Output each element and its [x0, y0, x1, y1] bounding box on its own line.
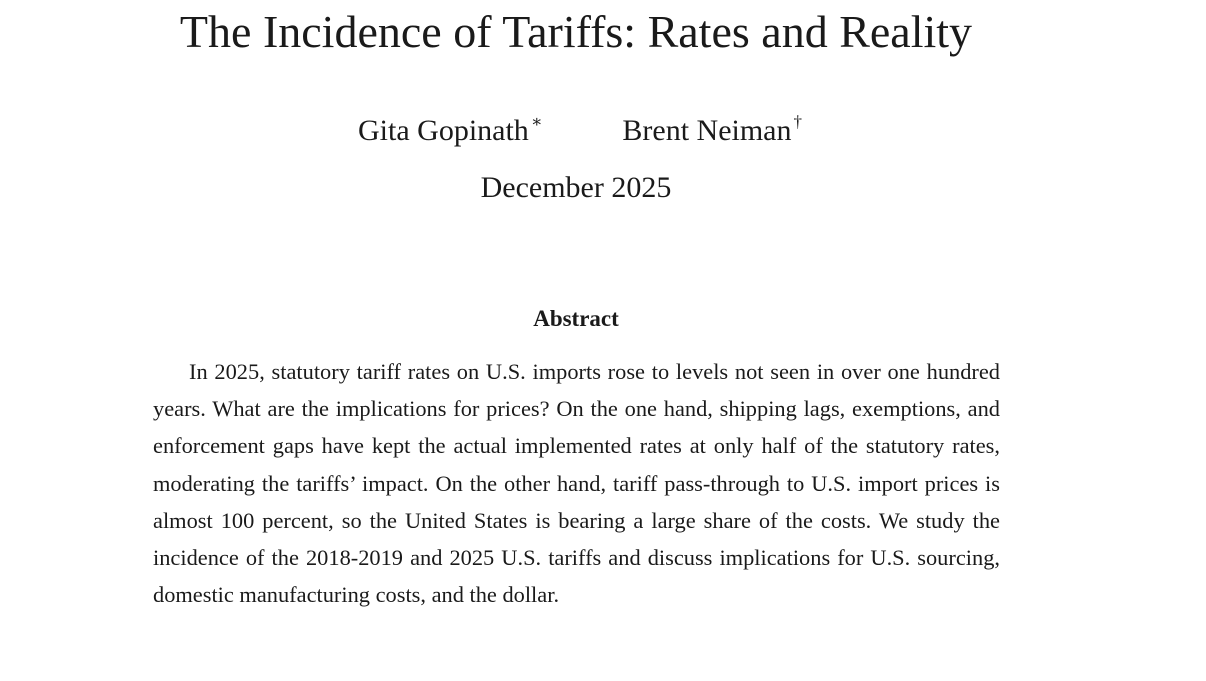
abstract-text: In 2025, statutory tariff rates on U.S. … [153, 359, 1000, 608]
paper-title: The Incidence of Tariffs: Rates and Real… [179, 6, 973, 57]
abstract-heading: Abstract [533, 306, 619, 331]
footnote-mark-dagger[interactable]: † [793, 112, 803, 131]
author-name: Gita Gopinath [358, 114, 529, 147]
footnote-mark-asterisk[interactable]: ∗ [530, 112, 543, 131]
author-neiman: Brent Neiman † [622, 104, 802, 149]
author-name: Brent Neiman [622, 114, 792, 147]
paper-date: December 2025 [480, 171, 672, 204]
author-list: Gita Gopinath ∗ Brent Neiman † [0, 104, 1160, 149]
author-gopinath: Gita Gopinath ∗ [358, 104, 542, 149]
